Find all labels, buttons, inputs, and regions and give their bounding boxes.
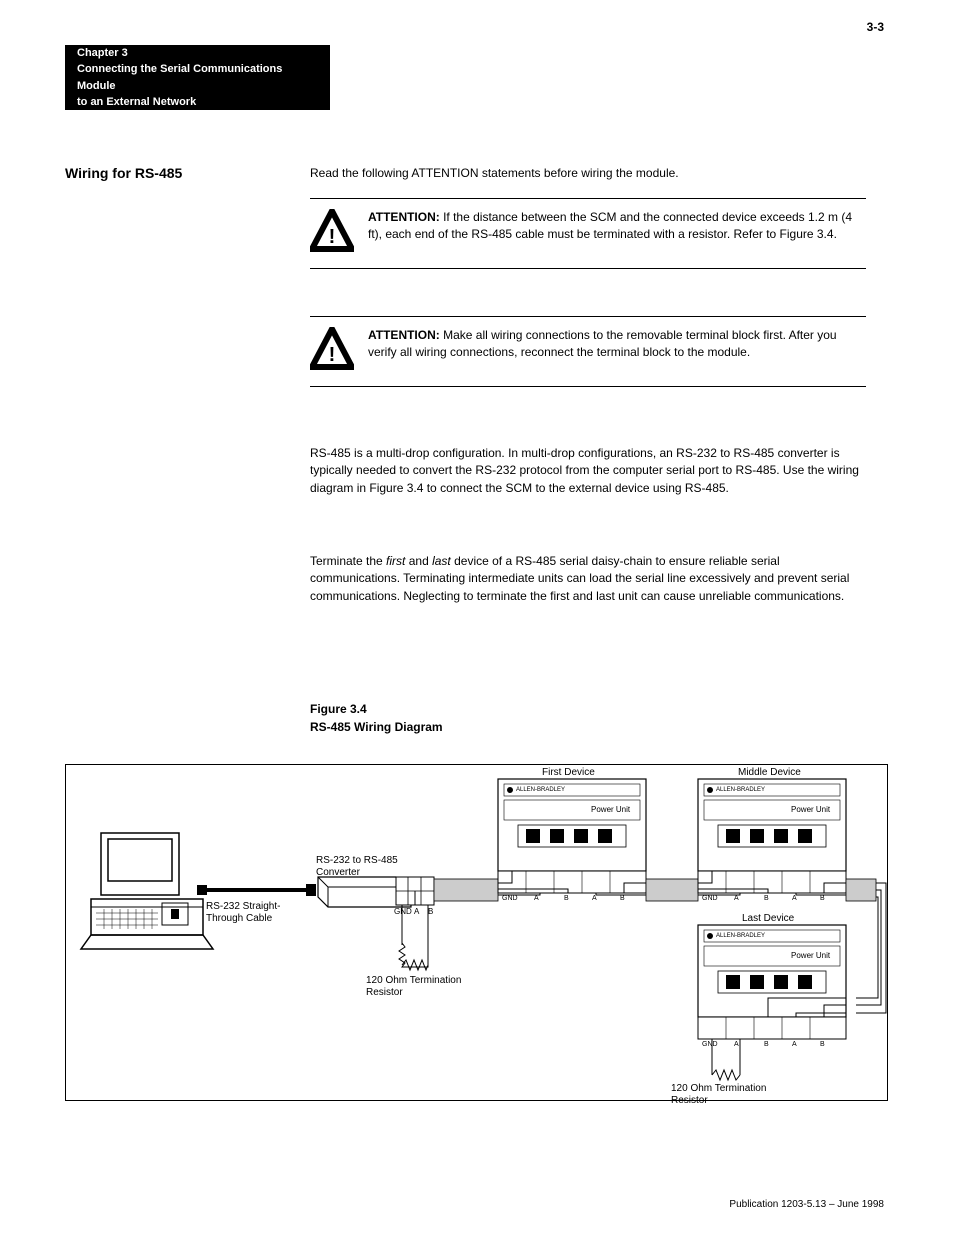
label-ab-1: ALLEN-BRADLEY <box>516 787 565 794</box>
chapter-title-1: Connecting the Serial Communications Mod… <box>77 61 318 94</box>
t1-b1: B <box>564 895 569 903</box>
attention-label-2: ATTENTION: <box>368 328 440 342</box>
label-power-2: Power Unit <box>791 805 830 815</box>
svg-text:!: ! <box>329 226 336 248</box>
t3-gnd: GND <box>702 1041 718 1049</box>
attention-label-1: ATTENTION: <box>368 210 440 224</box>
tb-gnd: GND <box>394 907 412 917</box>
wiring-diagram: RS-232 to RS-485 Converter RS-232 Straig… <box>65 764 888 1101</box>
tb-a: A <box>414 907 419 917</box>
label-power-3: Power Unit <box>791 951 830 961</box>
section-intro: Read the following ATTENTION statements … <box>310 165 866 182</box>
page-number-top: 3-3 <box>867 20 884 34</box>
b2a: Terminate the <box>310 554 386 568</box>
t3-a1: A <box>734 1041 739 1049</box>
label-converter: RS-232 to RS-485 Converter <box>316 855 406 879</box>
scm-first <box>498 779 646 893</box>
t1-b2: B <box>620 895 625 903</box>
t2-a2: A <box>792 895 797 903</box>
t2-b2: B <box>820 895 825 903</box>
label-power-1: Power Unit <box>591 805 630 815</box>
section-title-wiring: Wiring for RS-485 <box>65 165 182 181</box>
t3-b2: B <box>820 1041 825 1049</box>
b2d-last: last <box>432 554 451 568</box>
tb-b: B <box>428 907 433 917</box>
figure-title: RS-485 Wiring Diagram <box>310 720 443 734</box>
scm-last <box>698 925 846 1039</box>
label-cable: RS-232 Straight-Through Cable <box>206 901 316 925</box>
t2-a1: A <box>734 895 739 903</box>
figure-number: Figure 3.4 <box>310 702 367 716</box>
attention-icon-1: ! <box>310 209 354 258</box>
label-ohm-1: 120 Ohm Termination Resistor <box>366 975 476 999</box>
label-ab-2: ALLEN-BRADLEY <box>716 787 765 794</box>
attention-box-1: ! ATTENTION: If the distance between the… <box>310 198 866 269</box>
b2c: and <box>405 554 432 568</box>
publication-footer: Publication 1203-5.13 – June 1998 <box>729 1199 884 1210</box>
chapter-header-box: Chapter 3 Connecting the Serial Communic… <box>65 45 330 110</box>
label-ohm-2: 120 Ohm Termination Resistor <box>671 1083 781 1107</box>
t1-a1: A <box>534 895 539 903</box>
label-ab-3: ALLEN-BRADLEY <box>716 933 765 940</box>
attention-box-2: ! ATTENTION: Make all wiring connections… <box>310 316 866 387</box>
scm-middle <box>698 779 846 893</box>
computer-icon <box>81 833 213 949</box>
chapter-num: Chapter 3 <box>77 45 318 62</box>
label-first: First Device <box>542 767 595 779</box>
t3-b1: B <box>764 1041 769 1049</box>
t1-a2: A <box>592 895 597 903</box>
body-terminate: Terminate the first and last device of a… <box>310 553 866 605</box>
label-middle: Middle Device <box>738 767 801 779</box>
t1-gnd: GND <box>502 895 518 903</box>
t2-b1: B <box>764 895 769 903</box>
attention-icon-2: ! <box>310 327 354 376</box>
t3-a2: A <box>792 1041 797 1049</box>
t2-gnd: GND <box>702 895 718 903</box>
svg-text:!: ! <box>329 344 336 366</box>
attention-text-1: If the distance between the SCM and the … <box>368 210 852 241</box>
chapter-title-2: to an External Network <box>77 94 318 111</box>
b2b-first: first <box>386 554 405 568</box>
body-multi-drop: RS-485 is a multi-drop configuration. In… <box>310 445 866 497</box>
label-last: Last Device <box>742 913 794 925</box>
